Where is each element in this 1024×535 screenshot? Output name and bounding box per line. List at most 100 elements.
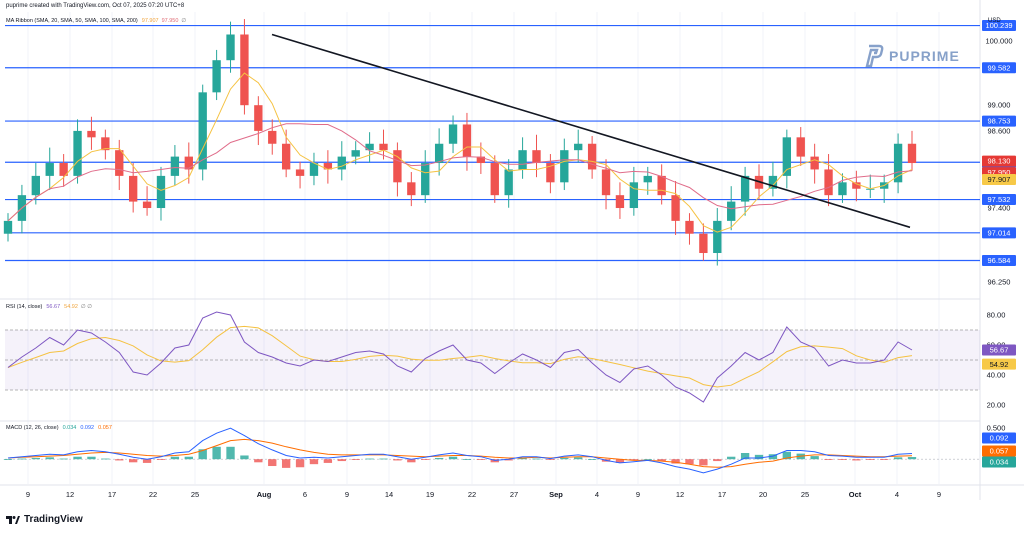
rsi-legend[interactable]: RSI (14, close) 56.67 54.92 ∅ ∅ — [6, 304, 92, 310]
grid-lines — [0, 0, 1024, 500]
rsi-ma-line — [7, 325, 913, 388]
macd-label: MACD (12, 26, close) — [6, 425, 59, 431]
candle-body — [587, 143, 597, 170]
candle-body — [337, 156, 346, 170]
macd-histogram-bar — [393, 459, 402, 461]
candle-body — [574, 143, 583, 151]
macd-value-tag — [982, 445, 1016, 457]
macd-histogram-bar — [768, 454, 778, 460]
time-tick: 12 — [676, 490, 684, 499]
macd-histogram-bar — [546, 459, 555, 460]
rsi-value-text: 56.67 — [990, 345, 1009, 354]
candle-body — [212, 60, 221, 93]
macd-histogram-bar — [295, 459, 305, 468]
ma-slow-line — [7, 123, 913, 222]
time-tick: 9 — [345, 490, 349, 499]
rsi-value-tag — [982, 344, 1016, 356]
candle-body — [768, 175, 778, 189]
time-tick: 25 — [801, 490, 809, 499]
macd-histogram-bar — [893, 457, 903, 460]
rsi-value-1: 56.67 — [46, 304, 61, 310]
macd-value-1: 0.034 — [62, 425, 77, 431]
macd-histogram-bar — [699, 459, 708, 466]
rsi-value-2: 54.92 — [64, 304, 78, 310]
macd-signal-line — [7, 438, 913, 468]
time-tick: 14 — [385, 490, 393, 499]
candle-body — [615, 195, 625, 209]
macd-histogram-bar — [73, 456, 82, 460]
level-price-text: 99.582 — [988, 63, 1011, 72]
ma-ribbon-value-1: 97.907 — [141, 18, 159, 24]
time-tick: 9 — [636, 490, 640, 499]
candle-body — [796, 137, 805, 157]
candle-body — [268, 130, 277, 144]
time-tick: 4 — [595, 490, 599, 499]
macd-histogram-bar — [824, 459, 833, 460]
rsi-ma-text: 54.92 — [990, 360, 1009, 369]
price-axis[interactable]: 100.23999.58298.75398.11297.53297.01496.… — [982, 20, 1016, 468]
price-tick: 99.000 — [988, 101, 1011, 110]
macd-histogram-bar — [3, 459, 13, 460]
candle-body — [142, 201, 152, 209]
candle-body — [727, 201, 736, 221]
candle-body — [699, 233, 708, 254]
trendline[interactable] — [271, 33, 911, 229]
candle-body — [351, 150, 360, 157]
level-price-tag — [982, 62, 1016, 74]
macd-histogram-bar — [407, 459, 416, 463]
macd-histogram-bar — [657, 459, 666, 462]
macd-legend[interactable]: MACD (12, 26, close) 0.034 0.092 0.057 — [6, 425, 112, 431]
ma-fast-line — [7, 72, 913, 233]
candle-body — [45, 163, 54, 176]
price-tick: 96.250 — [988, 277, 1011, 286]
candle-body — [434, 143, 444, 164]
horizontal-levels[interactable] — [5, 24, 980, 262]
candle-body — [240, 34, 249, 106]
candle-body — [852, 182, 861, 189]
candle-body — [226, 34, 235, 61]
candle-body — [101, 137, 110, 151]
candle-body — [87, 130, 96, 138]
candle-body — [254, 105, 263, 131]
ma-ribbon-value-2: 97.950 — [161, 18, 179, 24]
candle-body — [546, 163, 555, 183]
macd-histogram-bar — [476, 459, 486, 460]
tradingview-brand: TradingView — [24, 514, 83, 525]
candle-body — [156, 175, 166, 209]
candle-body — [73, 130, 82, 176]
macd-histogram-bar — [907, 457, 917, 460]
rsi-ma-tag — [982, 358, 1016, 370]
moving-averages — [7, 72, 913, 233]
macd-histogram-bar — [365, 458, 374, 460]
level-price-text: 97.532 — [988, 195, 1011, 204]
macd-histogram-bar — [713, 459, 722, 462]
macd-pane — [3, 427, 980, 474]
puprime-watermark: PUPRIME — [864, 44, 960, 68]
candle-body — [810, 156, 819, 170]
macd-histogram-bar — [754, 454, 764, 460]
time-tick: 6 — [303, 490, 307, 499]
rsi-label: RSI (14, close) — [6, 304, 43, 310]
macd-histogram-bar — [254, 459, 263, 463]
ma-ribbon-legend[interactable]: MA Ribbon (SMA, 20, SMA, 50, SMA, 100, S… — [6, 18, 186, 24]
time-tick: 17 — [108, 490, 116, 499]
macd-value-2: 0.092 — [80, 425, 95, 431]
puprime-logo-text: PUPRIME — [889, 48, 960, 64]
candle-body — [295, 169, 305, 176]
level-price-tag — [982, 254, 1016, 266]
time-axis[interactable]: 9 12 17 22 25 Aug 6 9 14 19 22 27 Sep 4 9 12 17 20 25 Oct 4 9 — [26, 490, 941, 499]
candle-body — [893, 143, 903, 183]
candle-body — [421, 163, 430, 196]
trendline-segment — [271, 33, 911, 229]
candle-body — [838, 182, 847, 196]
tradingview-logo[interactable]: TradingView — [6, 514, 83, 525]
macd-histogram-bar — [323, 459, 333, 463]
time-tick: Oct — [849, 490, 862, 499]
candle-body — [462, 124, 472, 157]
macd-histogram-bar — [156, 459, 166, 460]
price-label-tag — [982, 173, 1016, 185]
candle-body — [740, 175, 750, 202]
candle-body — [184, 156, 193, 170]
macd-histogram-bar — [643, 459, 652, 460]
